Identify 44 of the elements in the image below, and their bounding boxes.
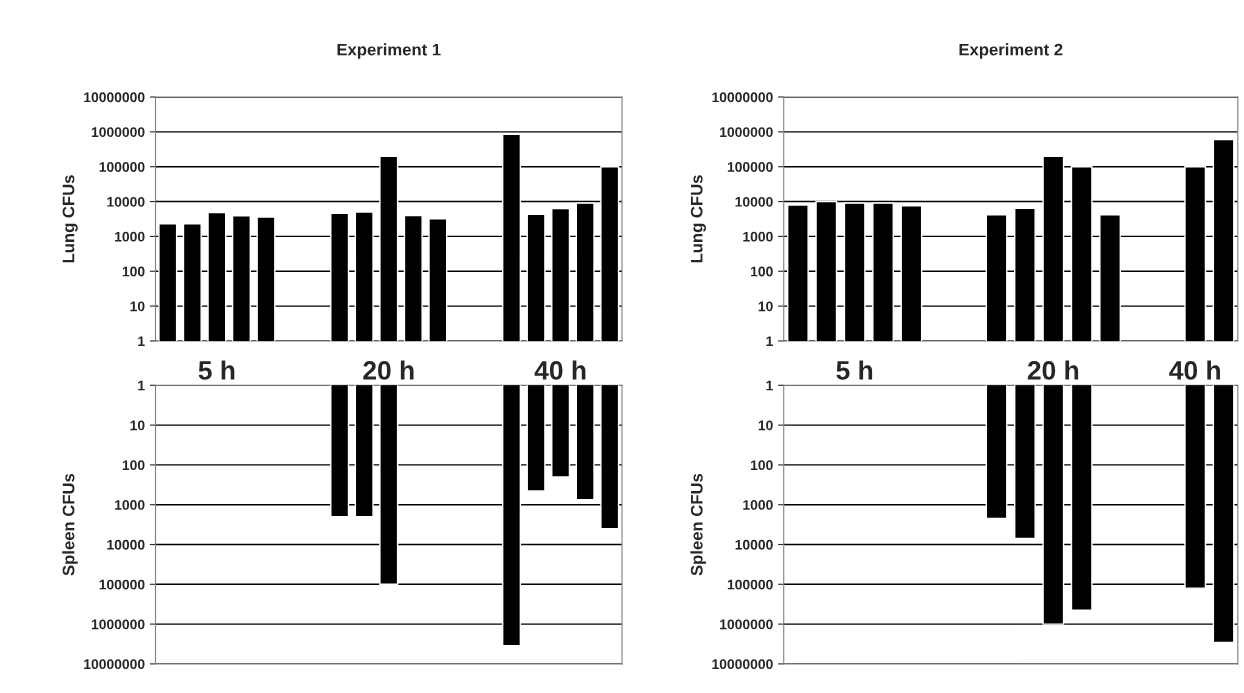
y-axis-title: Lung CFUs (690, 175, 706, 263)
y-tick-label: 1000 (115, 231, 145, 242)
y-tick-label: 10000000 (712, 92, 773, 103)
y-axis-title: Spleen CFUs (690, 473, 706, 576)
y-tick-label: 100 (751, 460, 773, 471)
y-tick-label: 10000000 (712, 659, 773, 670)
y-tick-label: 100 (751, 266, 773, 277)
y-tick-label: 10000 (107, 196, 145, 207)
chart-title: Experiment 2 (959, 43, 1063, 59)
x-tick-label: 40 h (1169, 360, 1220, 380)
x-tick-label: 5 h (836, 360, 873, 380)
y-tick-label: 1000 (115, 500, 145, 510)
y-tick-label: 1 (138, 336, 145, 346)
y-tick-label: 100000 (99, 579, 145, 590)
y-tick-label: 1000000 (720, 619, 773, 630)
y-tick-label: 10000000 (84, 92, 145, 103)
y-tick-label: 1000000 (720, 127, 773, 138)
y-tick-label: 1000 (743, 500, 773, 510)
y-tick-label: 10 (130, 420, 145, 431)
chart-title: Experiment 1 (337, 43, 441, 59)
y-tick-label: 100000 (727, 579, 773, 590)
y-tick-label: 10 (758, 301, 773, 312)
y-tick-label: 100000 (99, 162, 145, 172)
y-tick-label: 10000000 (84, 659, 145, 670)
x-tick-label: 20 h (1027, 360, 1079, 380)
y-axis-title: Spleen CFUs (62, 473, 78, 576)
x-tick-label: 20 h (363, 360, 414, 380)
y-tick-label: 100000 (727, 162, 773, 172)
y-tick-label: 1000000 (91, 619, 145, 630)
y-tick-label: 10 (758, 420, 773, 431)
y-tick-label: 1 (766, 336, 773, 346)
y-tick-label: 1 (138, 380, 145, 391)
y-tick-label: 1000000 (91, 127, 145, 138)
x-tick-label: 40 h (534, 360, 586, 380)
y-tick-label: 10 (130, 301, 145, 312)
y-tick-label: 10000 (735, 196, 773, 207)
y-tick-label: 1000 (743, 231, 773, 242)
x-tick-label: 5 h (198, 360, 235, 380)
y-axis-title: Lung CFUs (62, 175, 78, 263)
y-tick-label: 1 (766, 380, 773, 391)
y-tick-label: 10000 (107, 539, 145, 550)
y-tick-label: 10000 (735, 539, 773, 550)
y-tick-label: 100 (122, 460, 145, 471)
y-tick-label: 100 (122, 266, 145, 277)
